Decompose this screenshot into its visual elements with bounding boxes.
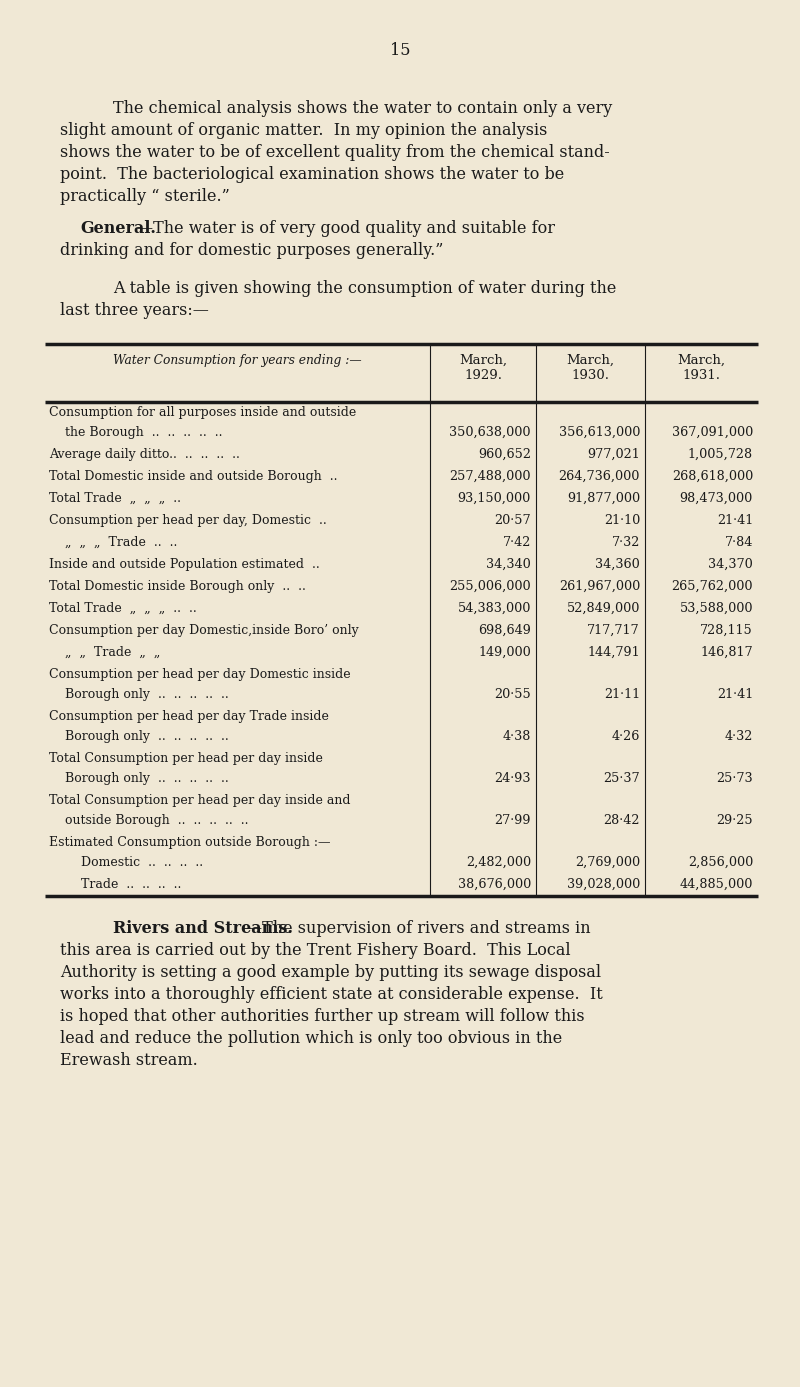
- Text: works into a thoroughly efficient state at considerable expense.  It: works into a thoroughly efficient state …: [60, 986, 602, 1003]
- Text: Inside and outside Population estimated  ..: Inside and outside Population estimated …: [49, 558, 320, 571]
- Text: Average daily ditto..  ..  ..  ..  ..: Average daily ditto.. .. .. .. ..: [49, 448, 240, 460]
- Text: —The supervision of rivers and streams in: —The supervision of rivers and streams i…: [246, 920, 590, 938]
- Text: last three years:—: last three years:—: [60, 302, 209, 319]
- Text: 268,618,000: 268,618,000: [672, 470, 753, 483]
- Text: 34,360: 34,360: [595, 558, 640, 571]
- Text: 960,652: 960,652: [478, 448, 531, 460]
- Text: General.: General.: [80, 221, 156, 237]
- Text: Total Domestic inside and outside Borough  ..: Total Domestic inside and outside Boroug…: [49, 470, 338, 483]
- Text: March,
1930.: March, 1930.: [566, 354, 614, 381]
- Text: 25·37: 25·37: [603, 773, 640, 785]
- Text: 356,613,000: 356,613,000: [558, 426, 640, 440]
- Text: 7·84: 7·84: [725, 535, 753, 549]
- Text: 144,791: 144,791: [587, 646, 640, 659]
- Text: is hoped that other authorities further up stream will follow this: is hoped that other authorities further …: [60, 1008, 585, 1025]
- Text: 21·41: 21·41: [717, 688, 753, 700]
- Text: Consumption for all purposes inside and outside: Consumption for all purposes inside and …: [49, 406, 356, 419]
- Text: the Borough  ..  ..  ..  ..  ..: the Borough .. .. .. .. ..: [49, 426, 222, 440]
- Text: 39,028,000: 39,028,000: [566, 878, 640, 890]
- Text: 29·25: 29·25: [716, 814, 753, 827]
- Text: 728,115: 728,115: [700, 624, 753, 637]
- Text: 24·93: 24·93: [494, 773, 531, 785]
- Text: Borough only  ..  ..  ..  ..  ..: Borough only .. .. .. .. ..: [49, 773, 229, 785]
- Text: 255,006,000: 255,006,000: [450, 580, 531, 594]
- Text: 7·32: 7·32: [612, 535, 640, 549]
- Text: 34,340: 34,340: [486, 558, 531, 571]
- Text: 27·99: 27·99: [494, 814, 531, 827]
- Text: Rivers and Streams.: Rivers and Streams.: [113, 920, 293, 938]
- Text: 146,817: 146,817: [700, 646, 753, 659]
- Text: lead and reduce the pollution which is only too obvious in the: lead and reduce the pollution which is o…: [60, 1031, 562, 1047]
- Text: 257,488,000: 257,488,000: [450, 470, 531, 483]
- Text: Total Trade  „  „  „  ..: Total Trade „ „ „ ..: [49, 492, 181, 505]
- Text: Total Consumption per head per day inside and: Total Consumption per head per day insid…: [49, 793, 350, 807]
- Text: 21·41: 21·41: [717, 515, 753, 527]
- Text: Consumption per head per day, Domestic  ..: Consumption per head per day, Domestic .…: [49, 515, 326, 527]
- Text: Estimated Consumption outside Borough :—: Estimated Consumption outside Borough :—: [49, 836, 330, 849]
- Text: Borough only  ..  ..  ..  ..  ..: Borough only .. .. .. .. ..: [49, 730, 229, 743]
- Text: Trade  ..  ..  ..  ..: Trade .. .. .. ..: [49, 878, 182, 890]
- Text: 7·42: 7·42: [502, 535, 531, 549]
- Text: 261,967,000: 261,967,000: [558, 580, 640, 594]
- Text: 2,482,000: 2,482,000: [466, 856, 531, 870]
- Text: Consumption per day Domestic,inside Boro’ only: Consumption per day Domestic,inside Boro…: [49, 624, 358, 637]
- Text: 977,021: 977,021: [587, 448, 640, 460]
- Text: 2,769,000: 2,769,000: [575, 856, 640, 870]
- Text: Borough only  ..  ..  ..  ..  ..: Borough only .. .. .. .. ..: [49, 688, 229, 700]
- Text: „  „  Trade  „  „: „ „ Trade „ „: [49, 646, 160, 659]
- Text: Total Trade  „  „  „  ..  ..: Total Trade „ „ „ .. ..: [49, 602, 197, 614]
- Text: 20·57: 20·57: [494, 515, 531, 527]
- Text: 25·73: 25·73: [716, 773, 753, 785]
- Text: 350,638,000: 350,638,000: [450, 426, 531, 440]
- Text: 98,473,000: 98,473,000: [680, 492, 753, 505]
- Text: outside Borough  ..  ..  ..  ..  ..: outside Borough .. .. .. .. ..: [49, 814, 249, 827]
- Text: 1,005,728: 1,005,728: [688, 448, 753, 460]
- Text: 20·55: 20·55: [494, 688, 531, 700]
- Text: 15: 15: [390, 42, 410, 60]
- Text: 91,877,000: 91,877,000: [567, 492, 640, 505]
- Text: 54,383,000: 54,383,000: [458, 602, 531, 614]
- Text: Water Consumption for years ending :—: Water Consumption for years ending :—: [113, 354, 362, 368]
- Text: Domestic  ..  ..  ..  ..: Domestic .. .. .. ..: [49, 856, 203, 870]
- Text: 4·38: 4·38: [502, 730, 531, 743]
- Text: 149,000: 149,000: [478, 646, 531, 659]
- Text: shows the water to be of excellent quality from the chemical stand-: shows the water to be of excellent quali…: [60, 144, 610, 161]
- Text: practically “ sterile.”: practically “ sterile.”: [60, 189, 230, 205]
- Text: 34,370: 34,370: [708, 558, 753, 571]
- Text: March,
1929.: March, 1929.: [459, 354, 507, 381]
- Text: drinking and for domestic purposes generally.”: drinking and for domestic purposes gener…: [60, 241, 443, 259]
- Text: —The water is of very good quality and suitable for: —The water is of very good quality and s…: [137, 221, 555, 237]
- Text: „  „  „  Trade  ..  ..: „ „ „ Trade .. ..: [49, 535, 178, 549]
- Text: 717,717: 717,717: [587, 624, 640, 637]
- Text: point.  The bacteriological examination shows the water to be: point. The bacteriological examination s…: [60, 166, 564, 183]
- Text: 2,856,000: 2,856,000: [688, 856, 753, 870]
- Text: 265,762,000: 265,762,000: [671, 580, 753, 594]
- Text: Consumption per head per day Domestic inside: Consumption per head per day Domestic in…: [49, 669, 350, 681]
- Text: 264,736,000: 264,736,000: [558, 470, 640, 483]
- Text: Authority is setting a good example by putting its sewage disposal: Authority is setting a good example by p…: [60, 964, 601, 981]
- Text: The chemical analysis shows the water to contain only a very: The chemical analysis shows the water to…: [113, 100, 612, 117]
- Text: Total Consumption per head per day inside: Total Consumption per head per day insid…: [49, 752, 323, 766]
- Text: 4·32: 4·32: [725, 730, 753, 743]
- Text: 21·10: 21·10: [604, 515, 640, 527]
- Text: 44,885,000: 44,885,000: [680, 878, 753, 890]
- Text: A table is given showing the consumption of water during the: A table is given showing the consumption…: [113, 280, 616, 297]
- Text: Consumption per head per day Trade inside: Consumption per head per day Trade insid…: [49, 710, 329, 723]
- Text: slight amount of organic matter.  In my opinion the analysis: slight amount of organic matter. In my o…: [60, 122, 547, 139]
- Text: 367,091,000: 367,091,000: [672, 426, 753, 440]
- Text: 52,849,000: 52,849,000: [566, 602, 640, 614]
- Text: this area is carried out by the Trent Fishery Board.  This Local: this area is carried out by the Trent Fi…: [60, 942, 570, 958]
- Text: 93,150,000: 93,150,000: [458, 492, 531, 505]
- Text: 698,649: 698,649: [478, 624, 531, 637]
- Text: Erewash stream.: Erewash stream.: [60, 1051, 198, 1069]
- Text: 28·42: 28·42: [603, 814, 640, 827]
- Text: March,
1931.: March, 1931.: [678, 354, 726, 381]
- Text: 38,676,000: 38,676,000: [458, 878, 531, 890]
- Text: 21·11: 21·11: [604, 688, 640, 700]
- Text: 4·26: 4·26: [612, 730, 640, 743]
- Text: Total Domestic inside Borough only  ..  ..: Total Domestic inside Borough only .. ..: [49, 580, 306, 594]
- Text: 53,588,000: 53,588,000: [679, 602, 753, 614]
